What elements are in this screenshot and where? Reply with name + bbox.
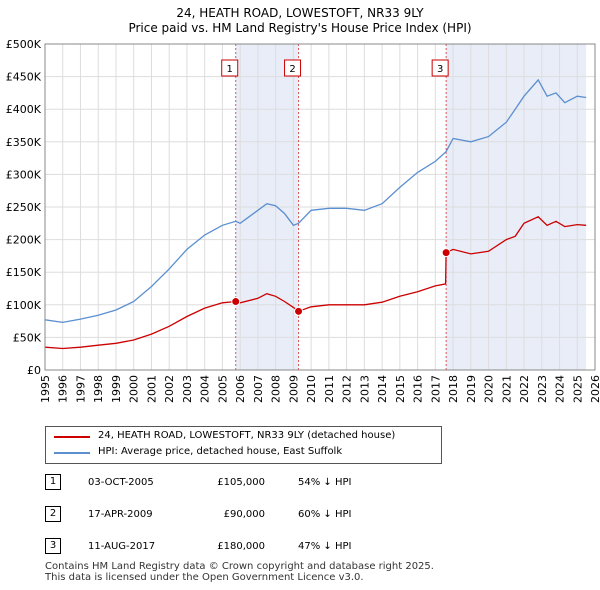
sale-marker-label-3: 3 xyxy=(437,64,443,75)
x-tick-label-2015: 2015 xyxy=(394,375,407,403)
x-tick-label-2007: 2007 xyxy=(252,375,265,403)
x-tick-label-2014: 2014 xyxy=(376,375,389,403)
series-line-property xyxy=(44,216,587,350)
y-tick-label-500000: £500K xyxy=(6,38,42,51)
x-tick-label-2012: 2012 xyxy=(341,375,354,403)
x-tick-label-2006: 2006 xyxy=(234,375,247,403)
x-tick-label-2002: 2002 xyxy=(163,375,176,403)
y-tick-label-400000: £400K xyxy=(6,103,42,116)
sale-row-3: 3 11-AUG-2017 £180,000 47% ↓ HPI xyxy=(0,538,600,558)
y-tick-label-450000: £450K xyxy=(6,71,42,84)
x-tick-label-1999: 1999 xyxy=(110,375,123,403)
x-tick-label-2018: 2018 xyxy=(447,375,460,403)
x-tick-label-2010: 2010 xyxy=(305,375,318,403)
legend-label-property: 24, HEATH ROAD, LOWESTOFT, NR33 9LY (det… xyxy=(98,430,396,441)
sale-price-1: £105,000 xyxy=(217,477,265,488)
sale-date-3: 11-AUG-2017 xyxy=(88,541,156,552)
y-tick-label-100000: £100K xyxy=(6,299,42,312)
series-line-hpi xyxy=(44,78,587,324)
x-tick-label-2022: 2022 xyxy=(518,375,531,403)
y-tick-label-150000: £150K xyxy=(6,266,42,279)
x-tick-label-2025: 2025 xyxy=(571,375,584,403)
x-tick-label-2017: 2017 xyxy=(429,375,442,403)
sale-row-1: 1 03-OCT-2005 £105,000 54% ↓ HPI xyxy=(0,474,600,494)
x-tick-label-2003: 2003 xyxy=(181,375,194,403)
sale-badge-2: 2 xyxy=(45,506,61,522)
chart-title: 24, HEATH ROAD, LOWESTOFT, NR33 9LY xyxy=(176,6,424,20)
footer-copyright: Contains HM Land Registry data © Crown c… xyxy=(45,561,434,572)
legend-swatch-property xyxy=(54,436,90,438)
x-tick-label-2024: 2024 xyxy=(554,375,567,403)
sale-price-2: £90,000 xyxy=(223,509,265,520)
sale-badge-3: 3 xyxy=(45,538,61,554)
y-tick-label-300000: £300K xyxy=(6,168,42,181)
sale-marker-label-2: 2 xyxy=(289,64,295,75)
x-tick-label-2019: 2019 xyxy=(465,375,478,403)
sale-marker-box-3 xyxy=(431,59,449,77)
x-tick-label-1995: 1995 xyxy=(39,375,52,403)
y-tick-label-200000: £200K xyxy=(6,234,42,247)
x-tick-label-2023: 2023 xyxy=(536,375,549,403)
x-tick-label-1996: 1996 xyxy=(57,375,70,403)
legend: 24, HEATH ROAD, LOWESTOFT, NR33 9LY (det… xyxy=(45,426,442,464)
x-tick-label-2020: 2020 xyxy=(483,375,496,403)
x-tick-label-2000: 2000 xyxy=(128,375,141,403)
x-tick-label-2013: 2013 xyxy=(358,375,371,403)
x-tick-label-2005: 2005 xyxy=(216,375,229,403)
sale-hpi-3: 47% ↓ HPI xyxy=(298,541,352,552)
y-tick-label-50000: £50K xyxy=(13,331,42,344)
sale-hpi-1: 54% ↓ HPI xyxy=(298,477,352,488)
x-tick-label-2009: 2009 xyxy=(287,375,300,403)
sale-marker-box-2 xyxy=(284,59,302,77)
x-tick-label-2008: 2008 xyxy=(270,375,283,403)
sale-price-3: £180,000 xyxy=(217,541,265,552)
sale-badge-1: 1 xyxy=(45,474,61,490)
x-tick-label-2026: 2026 xyxy=(589,375,600,403)
y-tick-label-350000: £350K xyxy=(6,136,42,149)
x-tick-label-2021: 2021 xyxy=(500,375,513,403)
sale-date-1: 03-OCT-2005 xyxy=(88,477,154,488)
price-chart: £0 £50K £100K £150K £200K £250K £300K £350K £400… xyxy=(6,38,600,403)
chart-subtitle: Price paid vs. HM Land Registry's House … xyxy=(128,21,472,35)
sale-date-2: 17-APR-2009 xyxy=(88,509,153,520)
x-tick-label-2016: 2016 xyxy=(412,375,425,403)
sale-marker-label-1: 1 xyxy=(227,64,233,75)
footer-licence: This data is licensed under the Open Gov… xyxy=(45,572,364,583)
x-tick-label-1997: 1997 xyxy=(74,375,87,403)
sale-point-3 xyxy=(441,248,451,258)
x-tick-label-1998: 1998 xyxy=(92,375,105,403)
y-tick-label-250000: £250K xyxy=(6,201,42,214)
sale-marker-box-1 xyxy=(221,59,239,77)
x-tick-label-2011: 2011 xyxy=(323,375,336,403)
sale-point-2 xyxy=(294,306,304,316)
plot-border xyxy=(44,43,596,371)
legend-label-hpi: HPI: Average price, detached house, East… xyxy=(98,446,343,457)
sale-point-1 xyxy=(231,297,241,307)
x-tick-label-2001: 2001 xyxy=(145,375,158,403)
sale-hpi-2: 60% ↓ HPI xyxy=(298,509,352,520)
y-tick-label-0: £0 xyxy=(27,364,41,377)
x-tick-label-2004: 2004 xyxy=(199,375,212,403)
legend-swatch-hpi xyxy=(54,452,90,454)
sale-row-2: 2 17-APR-2009 £90,000 60% ↓ HPI xyxy=(0,506,600,526)
